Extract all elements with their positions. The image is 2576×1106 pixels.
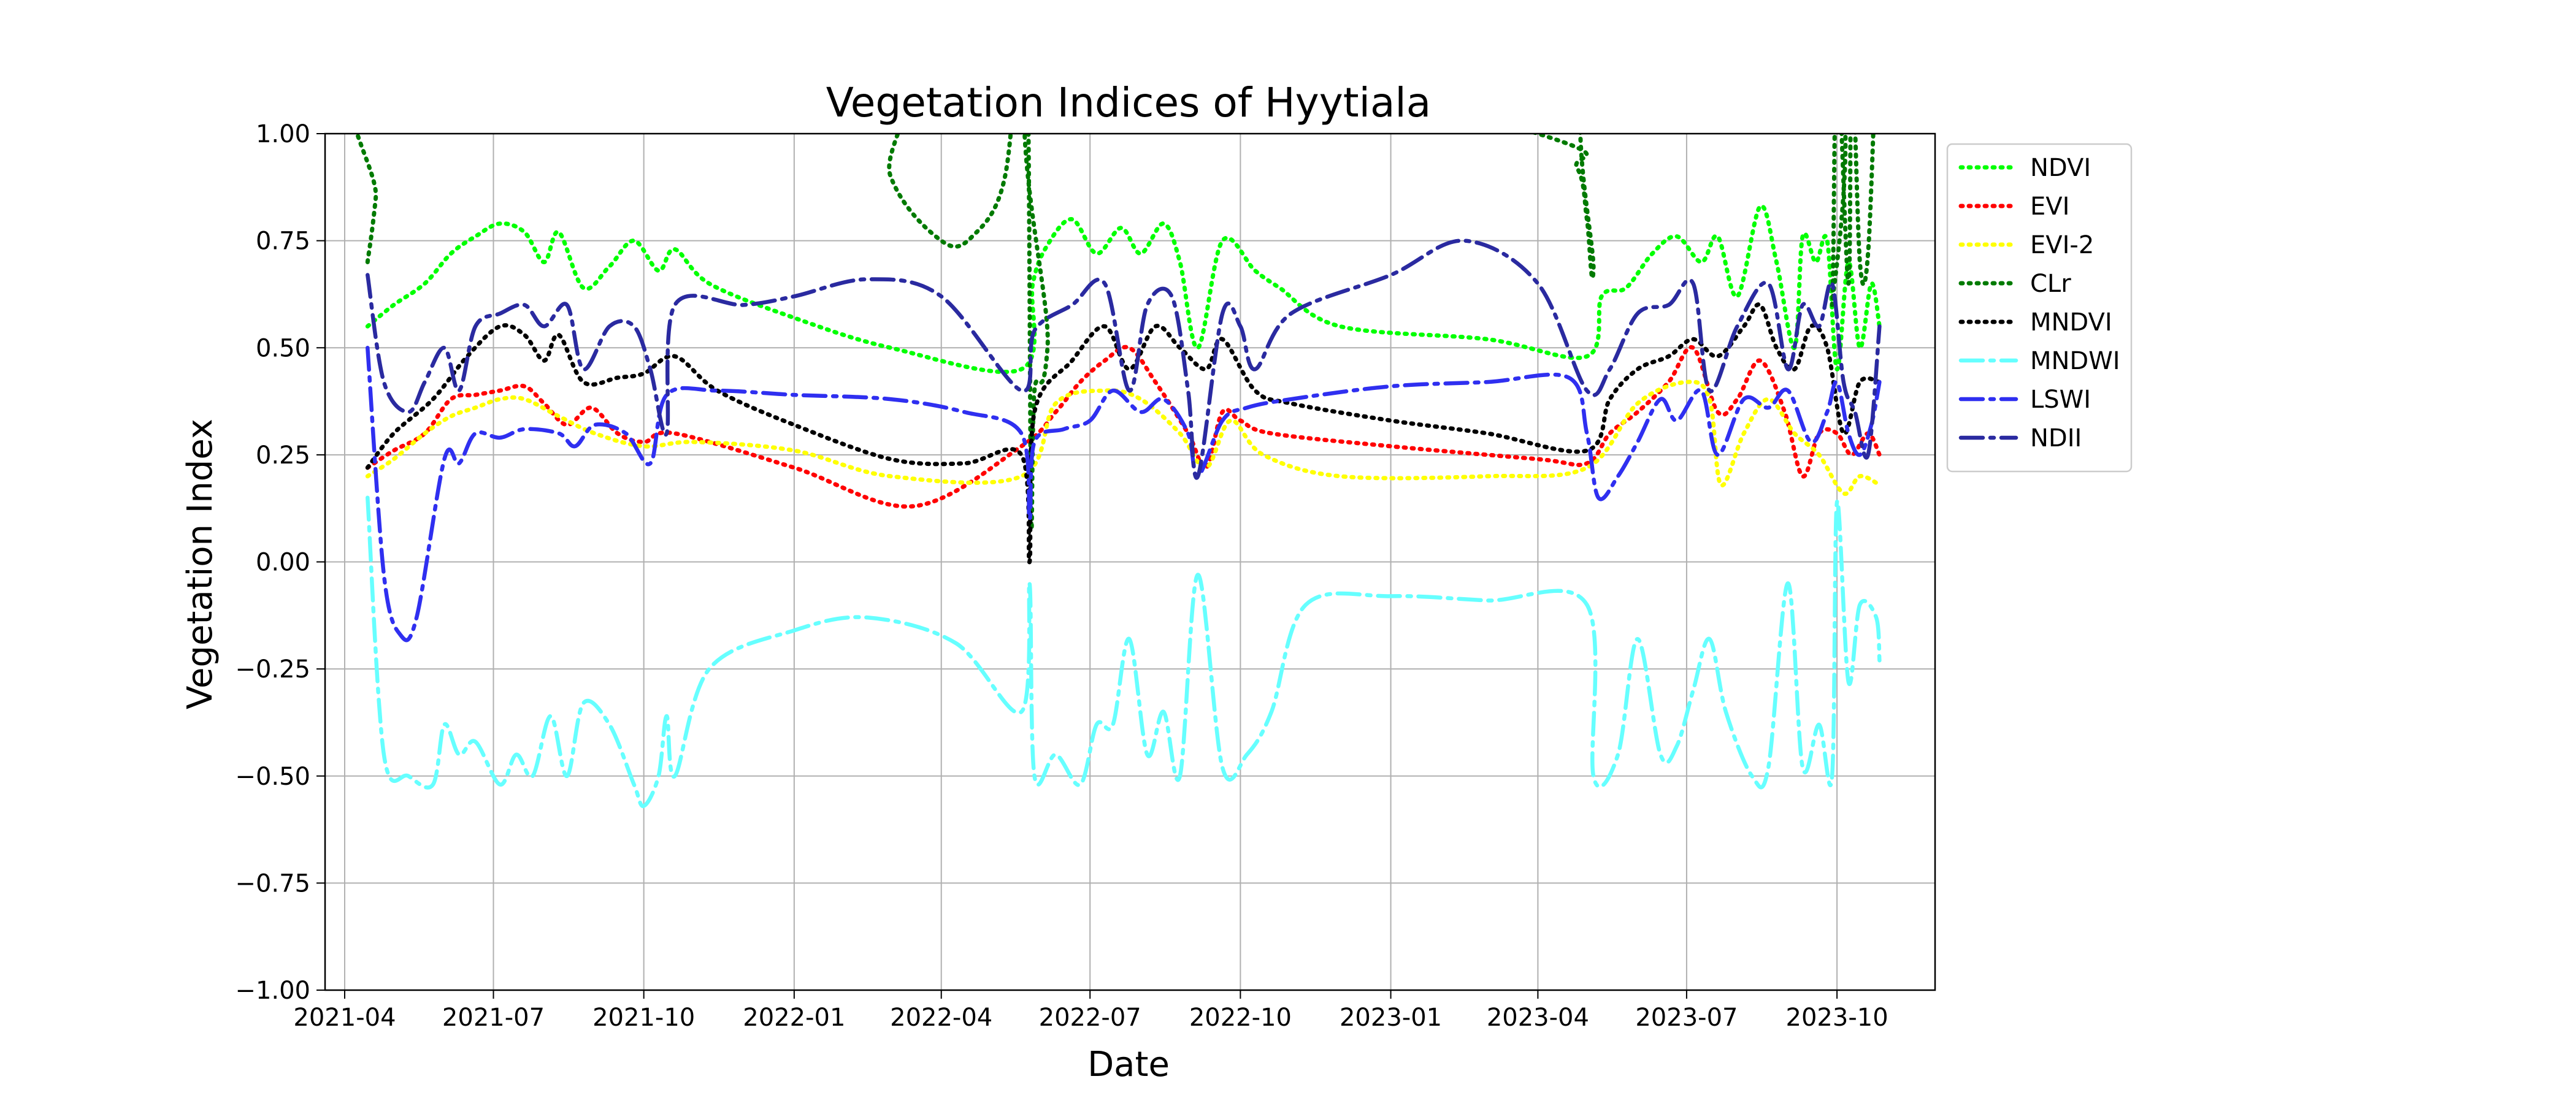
x-tick-label: 2022-04 [890, 1004, 992, 1032]
legend-frame [1946, 143, 2133, 473]
series-line-mndwi [366, 495, 1882, 808]
y-tick-label: 0.25 [256, 441, 310, 470]
x-tick-label: 2023-10 [1786, 1004, 1888, 1032]
y-axis-label: Vegetation Index [180, 419, 220, 709]
series-line-ndii [366, 238, 1882, 480]
chart-title: Vegetation Indices of Hyytiala [826, 79, 1431, 126]
y-tick-label: 0.00 [256, 549, 310, 577]
series-lines [355, 134, 1882, 808]
x-tick-label: 2021-10 [592, 1004, 695, 1032]
series-line-lswi [366, 346, 1882, 643]
legend-label: NDVI [2030, 154, 2091, 182]
series-line-mndvi [365, 302, 1882, 565]
y-tick-label: 1.00 [256, 120, 310, 148]
x-axis-label: Date [1087, 1045, 1170, 1085]
legend-label: CLr [2030, 270, 2071, 298]
legend-label: EVI [2030, 193, 2069, 221]
x-tick-label: 2022-01 [743, 1004, 845, 1032]
y-tick-label: −0.75 [235, 869, 310, 898]
y-tick-label: −1.00 [235, 977, 310, 1005]
series-line-ndvi [365, 204, 1882, 375]
x-tick-label: 2023-07 [1635, 1004, 1738, 1032]
y-tick-label: −0.25 [235, 655, 310, 684]
y-tick-label: 0.75 [256, 227, 310, 256]
legend-label: MNDVI [2030, 308, 2112, 337]
series-line-evi [365, 345, 1882, 509]
x-tick-label: 2023-01 [1340, 1004, 1442, 1032]
x-tick-label: 2022-10 [1189, 1004, 1292, 1032]
legend-label: MNDWI [2030, 347, 2120, 375]
x-tick-label: 2022-07 [1039, 1004, 1141, 1032]
legend-label: EVI-2 [2030, 231, 2094, 259]
series-line-evi-2 [365, 379, 1882, 496]
x-tick-label: 2021-04 [293, 1004, 396, 1032]
x-tick-label: 2021-07 [442, 1004, 545, 1032]
legend: NDVI EVI EVI-2 CLr MNDVI MNDWI LSWI NDII [1946, 143, 2133, 473]
y-tick-label: 0.50 [256, 334, 310, 362]
x-tick-label: 2023-04 [1487, 1004, 1589, 1032]
legend-label: LSWI [2030, 386, 2091, 414]
legend-label: NDII [2030, 424, 2082, 452]
axis-ticks: 2021-04 2021-07 2021-10 2022-01 2022-04 2022-… [235, 120, 1888, 1032]
series-line-clr [355, 134, 1876, 532]
y-tick-label: −0.50 [235, 763, 310, 791]
